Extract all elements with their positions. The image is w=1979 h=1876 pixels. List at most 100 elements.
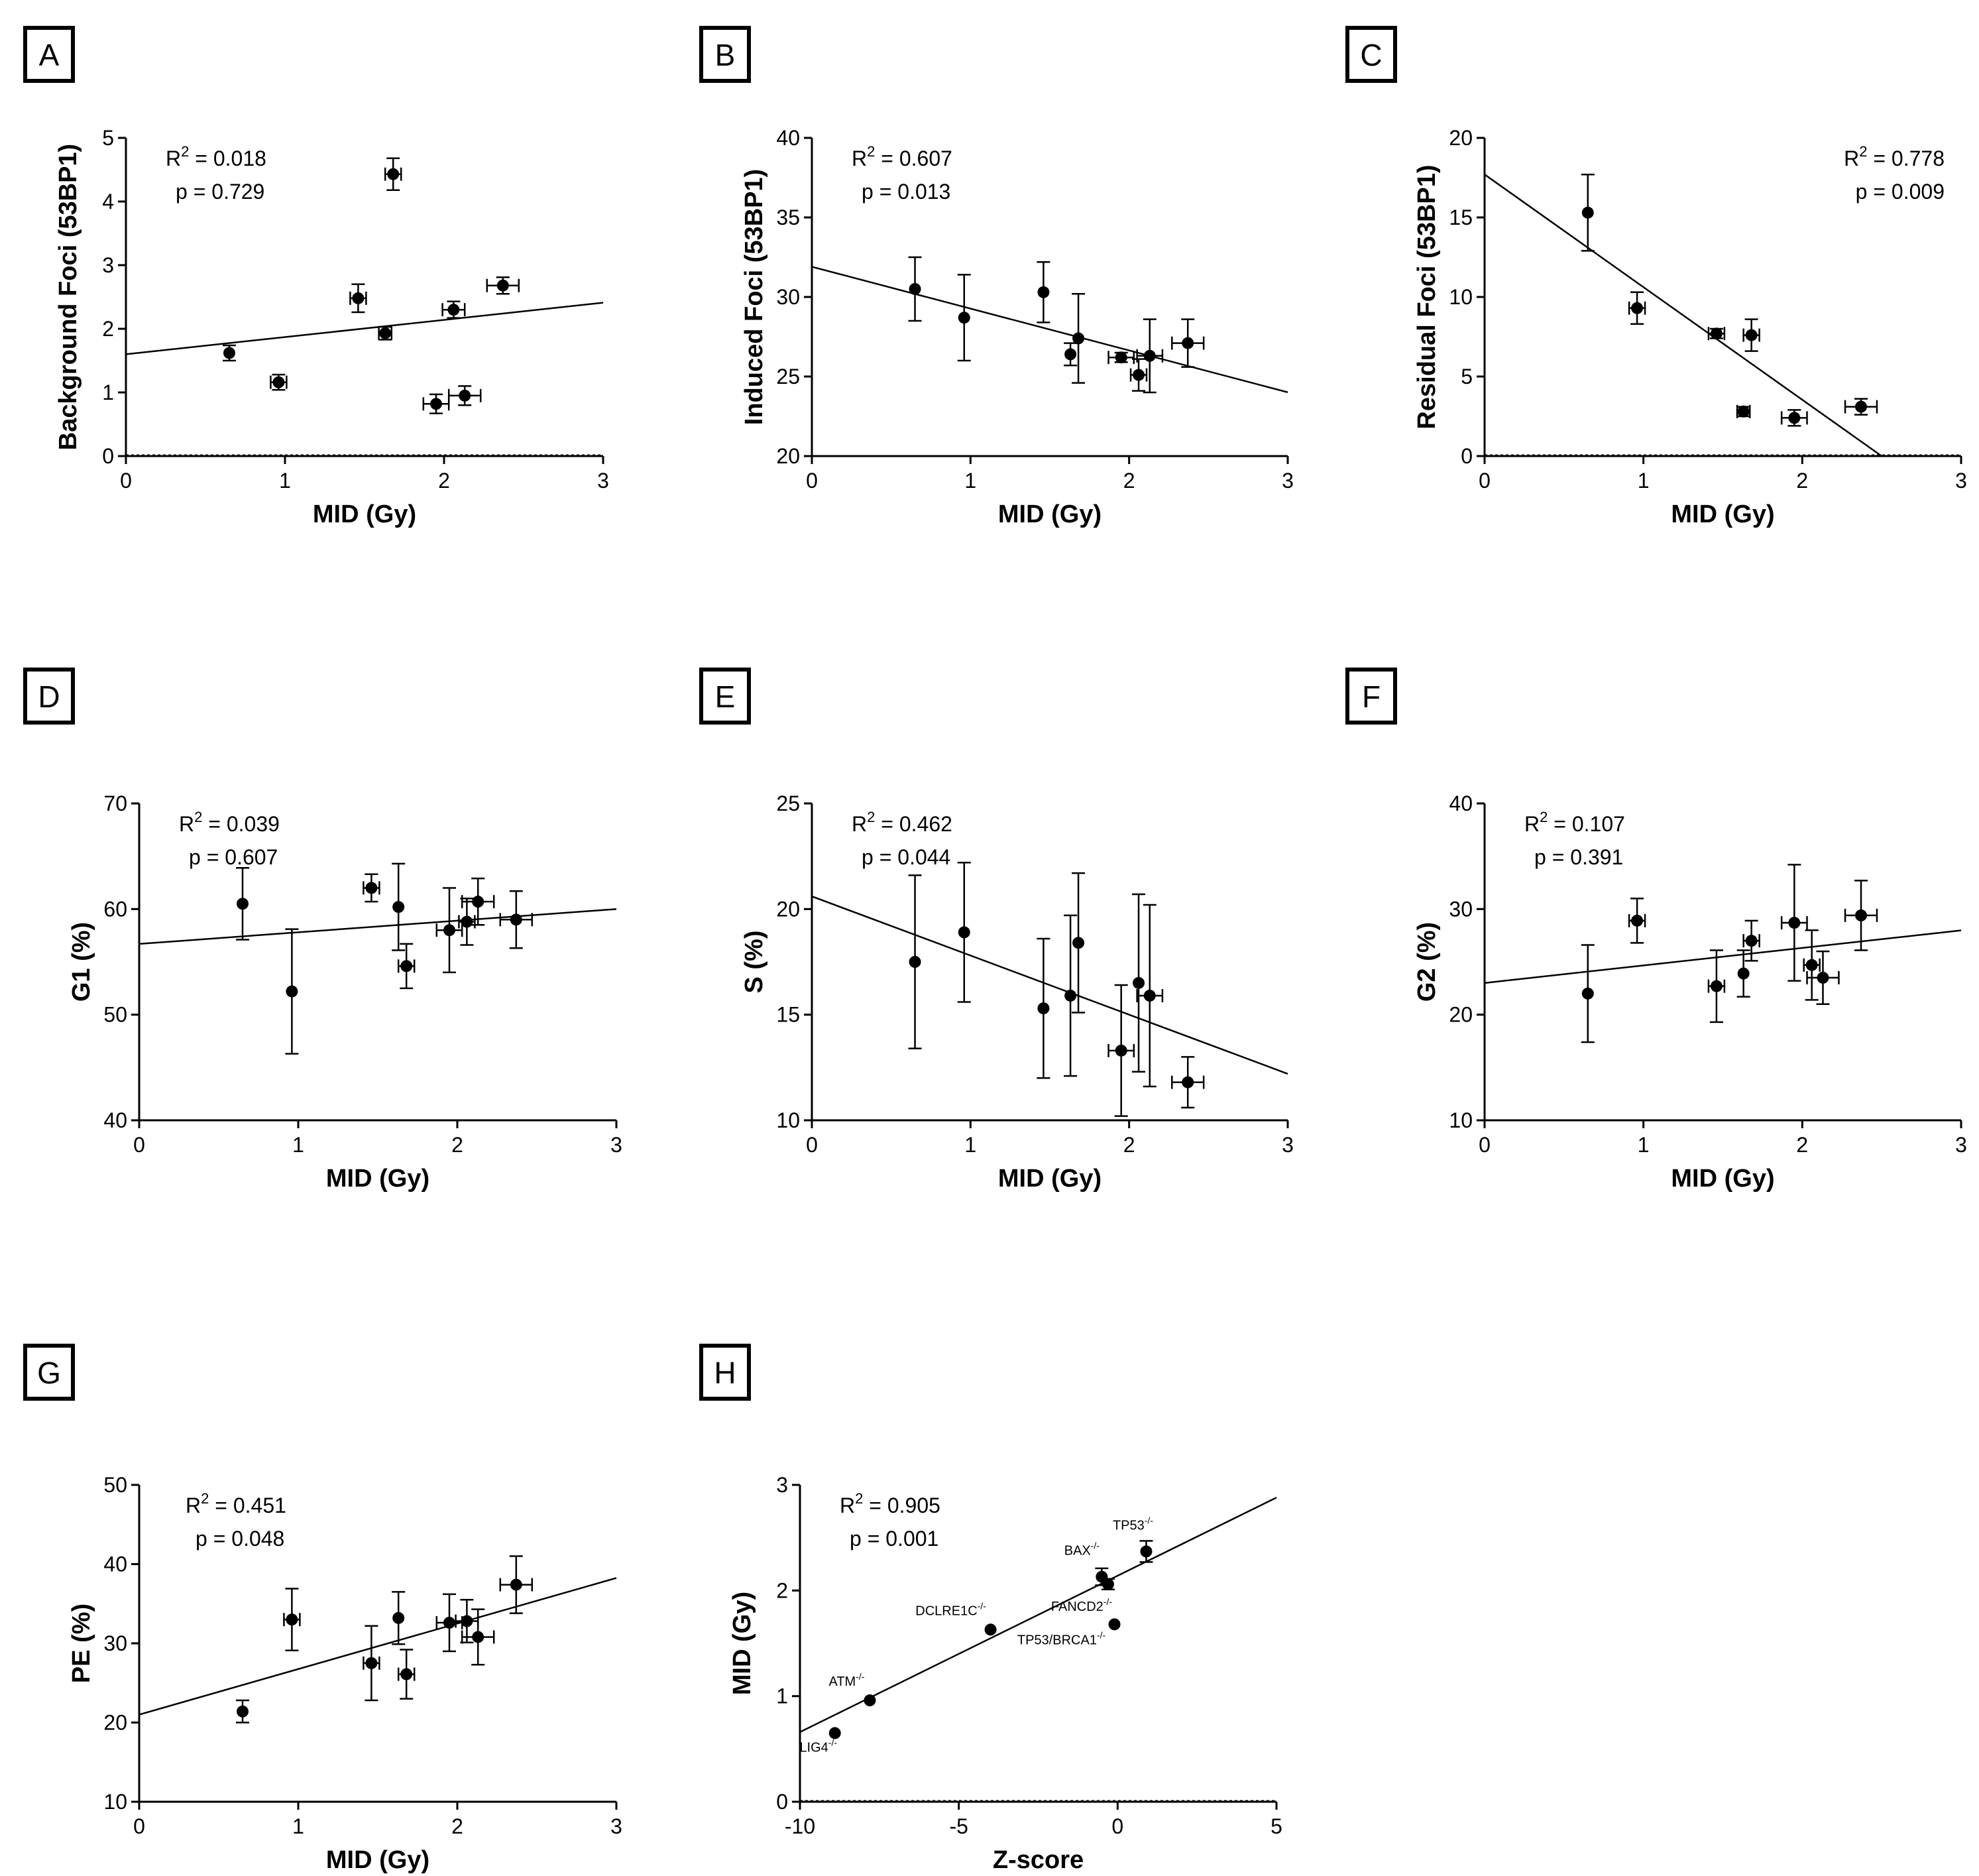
panel-label: D — [38, 679, 60, 714]
panel-b: B 20 25 30 35 40 0 1 2 3 MID (Gy) Induced Foci (53B… — [699, 26, 1294, 528]
x-tick-label: 0 — [133, 1814, 145, 1838]
y-axis-label: Background Foci (53BP1) — [54, 144, 82, 450]
data-point: ATM-/- — [828, 1671, 876, 1707]
p-value-label: p = 0.729 — [176, 180, 264, 204]
data-point — [458, 898, 476, 946]
marker — [1133, 976, 1145, 989]
marker — [272, 376, 285, 388]
x-tick-label: -10 — [785, 1814, 815, 1838]
data-point — [447, 385, 482, 406]
marker — [379, 327, 392, 339]
data-point — [236, 866, 249, 941]
data-point — [1707, 949, 1726, 1024]
r-squared-symbol: R — [852, 147, 867, 170]
y-tick-label: 25 — [776, 365, 800, 388]
p-space — [205, 180, 211, 204]
panel-c: C 0 5 10 15 20 0 1 2 3 MID (Gy) Residual Foci (53BP… — [1345, 26, 1967, 528]
r-squared-exponent: 2 — [867, 809, 875, 825]
y-tick-label: 5 — [102, 126, 114, 150]
marker — [472, 896, 484, 908]
y-tick-label: 3 — [102, 253, 114, 277]
p-value: 0.607 — [225, 845, 278, 869]
r-squared-equals: = — [209, 1494, 233, 1517]
y-tick-label: 5 — [1461, 365, 1473, 388]
data-point — [1736, 949, 1750, 998]
x-tick-label: 3 — [1955, 1133, 1967, 1157]
data-point — [1064, 342, 1078, 367]
r-squared-exponent: 2 — [1859, 143, 1867, 160]
marker — [1143, 349, 1156, 362]
marker — [1096, 1570, 1108, 1583]
data-point — [1129, 358, 1148, 392]
marker — [1182, 1076, 1194, 1088]
x-tick-label: 2 — [1796, 469, 1808, 493]
y-tick-label: 1 — [102, 381, 114, 404]
gene-superscript: -/- — [1145, 1515, 1154, 1525]
marker — [1182, 337, 1194, 349]
gene-superscript: -/- — [1097, 1629, 1106, 1640]
data-point — [392, 1591, 406, 1645]
marker — [1581, 206, 1594, 219]
y-tick-label: 20 — [1449, 1003, 1473, 1027]
x-tick-label: 2 — [1123, 469, 1135, 493]
gene-name: DCLRE1C — [915, 1604, 977, 1618]
y-axis-label: Induced Foci (53BP1) — [740, 169, 768, 425]
r-squared-value: 0.039 — [227, 812, 280, 836]
data-point — [1107, 351, 1135, 365]
regression-line — [1484, 174, 1882, 457]
data-point — [283, 1588, 301, 1652]
panel-label-box — [699, 1344, 751, 1401]
data-point — [363, 873, 380, 903]
marker — [1133, 369, 1145, 381]
data-point: TP53-/- — [1113, 1515, 1154, 1563]
r-squared-symbol: R — [852, 812, 867, 836]
gene-name: TP53 — [1113, 1518, 1145, 1533]
data-point — [1844, 398, 1878, 416]
marker — [1143, 989, 1156, 1002]
y-tick-label: 40 — [776, 126, 800, 150]
p-value: 0.009 — [1892, 180, 1945, 204]
marker — [1064, 348, 1077, 361]
p-symbol: p = — [862, 845, 891, 869]
r-squared-label: R2 = 0.905 — [840, 1490, 940, 1517]
data-point — [270, 373, 288, 391]
y-tick-label: 40 — [103, 1108, 127, 1132]
marker — [1064, 989, 1077, 1002]
marker — [1115, 351, 1127, 364]
x-tick-label: 1 — [1638, 469, 1650, 493]
y-tick-label: 20 — [776, 444, 800, 468]
data-point — [378, 325, 393, 341]
y-tick-label: 25 — [776, 791, 800, 815]
regression-line — [811, 266, 1288, 393]
marker — [223, 347, 235, 359]
panel-label-box — [699, 26, 751, 83]
y-axis-label: PE (%) — [68, 1604, 95, 1683]
marker — [1581, 987, 1594, 1000]
data-point — [1136, 318, 1164, 394]
regression-line — [139, 1577, 617, 1716]
marker — [352, 292, 365, 304]
marker — [1108, 1618, 1121, 1631]
x-tick-label: 2 — [1123, 1133, 1135, 1157]
y-tick-label: 40 — [1449, 791, 1473, 815]
x-tick-label: 1 — [964, 1133, 976, 1157]
p-value-label: p = 0.001 — [850, 1527, 938, 1551]
x-axis-label: MID (Gy) — [313, 500, 416, 528]
p-space — [879, 1527, 885, 1551]
marker — [864, 1694, 876, 1707]
p-space — [225, 1527, 231, 1551]
p-value: 0.013 — [897, 180, 950, 204]
p-value: 0.001 — [885, 1527, 938, 1551]
marker — [1037, 286, 1050, 298]
x-axis-label: MID (Gy) — [326, 1165, 429, 1193]
marker — [958, 312, 970, 324]
gene-name: LIG4 — [799, 1740, 828, 1755]
data-point — [285, 928, 299, 1055]
r-squared-value: 0.607 — [899, 147, 952, 170]
gene-name: TP53/BRCA1 — [1017, 1633, 1097, 1647]
data-point — [349, 283, 367, 314]
y-tick-label: 0 — [776, 1790, 788, 1814]
marker — [1737, 405, 1750, 418]
y-tick-label: 4 — [102, 190, 114, 213]
